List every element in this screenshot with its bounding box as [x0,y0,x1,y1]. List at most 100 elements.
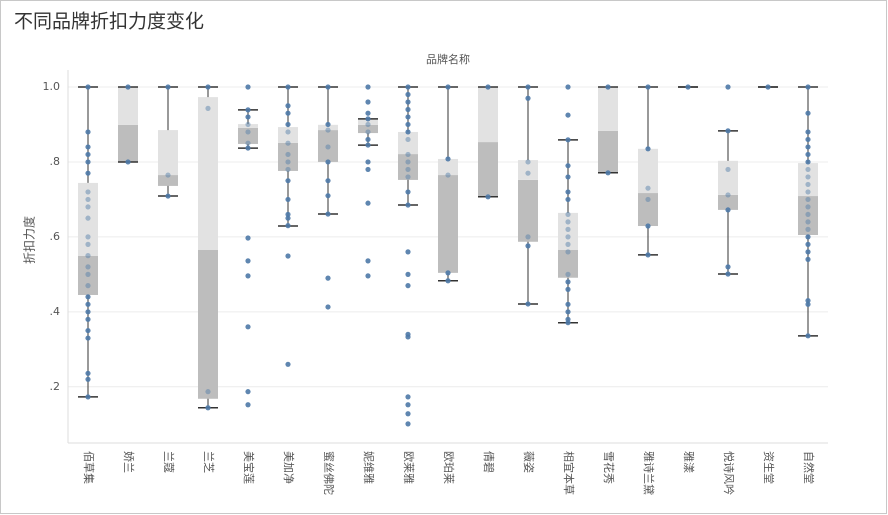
x-tick-label: 资生堂 [762,451,776,484]
data-point [245,389,251,395]
data-point [325,159,331,165]
data-point [365,200,371,206]
data-point [605,84,611,90]
data-point [285,140,291,146]
box-upper [558,212,578,251]
data-point [205,405,211,411]
data-point [365,110,371,116]
data-point [485,84,491,90]
data-point [565,301,571,307]
data-point [525,234,531,240]
data-point [565,309,571,315]
box-upper [438,158,458,176]
data-point [405,202,411,208]
box-upper [198,97,218,251]
y-tick-label: .2 [50,380,61,393]
data-point [165,193,171,199]
data-point [405,271,411,277]
data-point [285,110,291,116]
data-point [85,196,91,203]
x-tick-label: 佰草集 [82,451,96,484]
data-point [565,163,571,169]
data-point [405,136,411,143]
data-point [445,270,451,276]
data-point [645,185,651,191]
box-lower [518,179,538,242]
box-upper [318,124,338,131]
data-point [85,271,91,277]
data-point [725,271,731,277]
x-tick-label: 欧莱雅 [402,451,416,484]
data-point [805,196,811,203]
data-point [645,196,651,203]
data-point [85,144,91,150]
data-point [405,99,411,105]
data-point [85,394,91,400]
data-point [805,301,811,307]
data-point [325,178,331,184]
data-point [725,264,731,270]
data-point [405,249,411,255]
data-point [405,121,411,128]
box-upper [718,160,738,195]
data-point [285,253,291,259]
x-tick-label: 雅漾 [682,451,696,473]
x-tick-label: 薇姿 [522,451,535,473]
data-point [525,95,531,101]
box-upper [478,86,498,143]
data-point [365,129,371,135]
data-point [365,84,371,90]
data-point [325,304,331,310]
data-point [205,389,211,395]
data-point [725,166,731,173]
data-point [85,376,91,382]
data-point [805,84,811,90]
data-point [125,84,131,90]
data-point [725,192,731,198]
data-point [565,286,571,292]
data-point [325,121,331,128]
data-point [85,84,91,90]
box-upper [598,86,618,131]
data-point [445,84,451,90]
data-point [85,253,91,259]
data-point [805,249,811,255]
box-lower [318,130,338,162]
data-point [85,170,91,176]
data-point [805,211,811,218]
data-point [805,241,811,247]
data-point [365,121,371,128]
data-point [645,84,651,90]
data-point [85,215,91,221]
data-point [245,235,251,241]
data-point [805,189,811,195]
data-point [805,297,811,304]
data-point [85,309,91,315]
data-point [405,174,411,180]
data-point [805,159,811,165]
data-point [405,402,411,408]
data-point [325,193,331,199]
box-lower [638,193,658,227]
data-point [565,271,571,277]
data-point [365,142,371,148]
box-upper [118,86,138,125]
data-point [85,264,91,270]
x-tick-label: 欧珀莱 [442,451,456,484]
data-point [565,234,571,240]
data-point [285,215,291,221]
data-point [285,103,291,109]
box-upper [158,130,178,176]
data-point [525,243,531,249]
data-point [805,110,811,116]
y-axis-label: 折扣力度 [22,216,37,264]
chart-title: 不同品牌折扣力度变化 [14,11,204,33]
data-point [85,234,91,240]
data-point [245,273,251,279]
data-point [245,129,251,135]
y-tick-label: .4 [50,305,61,318]
data-point [805,219,811,225]
data-point [565,211,571,218]
data-point [525,84,531,90]
data-point [405,106,411,113]
